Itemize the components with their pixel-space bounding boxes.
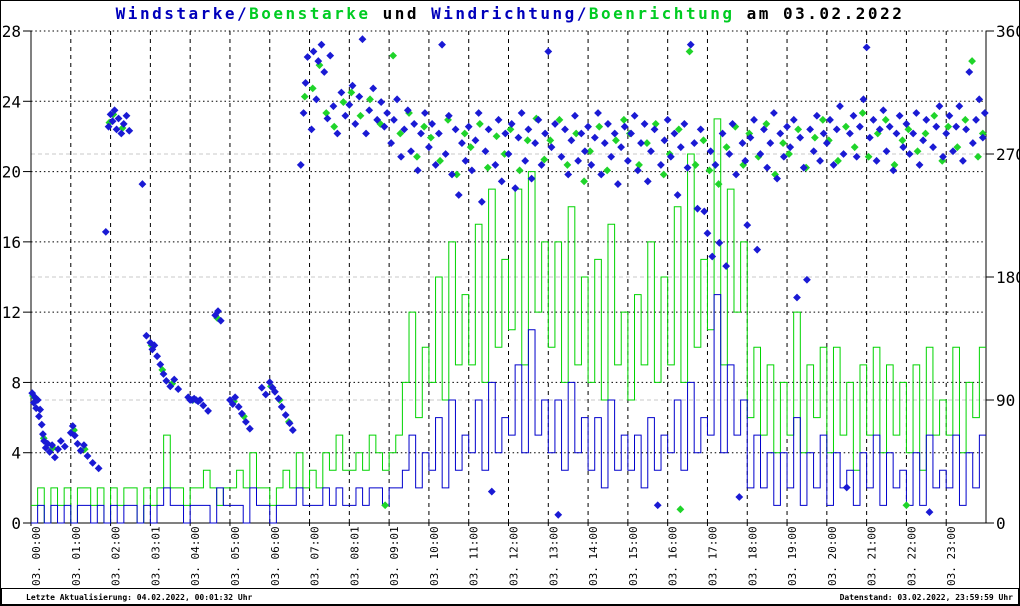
title-windrichtung: Windrichtung/ [431, 4, 589, 23]
svg-text:24: 24 [2, 92, 21, 111]
svg-text:90: 90 [996, 391, 1015, 410]
svg-text:4: 4 [11, 444, 21, 463]
svg-text:03. 07:00: 03. 07:00 [309, 526, 322, 586]
svg-text:0: 0 [996, 514, 1006, 533]
svg-text:20: 20 [2, 163, 21, 182]
svg-text:03. 01:00: 03. 01:00 [70, 526, 83, 586]
svg-text:360: 360 [996, 22, 1020, 41]
svg-text:03. 09:01: 03. 09:01 [388, 526, 401, 586]
svg-text:0: 0 [11, 514, 21, 533]
status-bar: Letzte Aktualisierung: 04.02.2022, 00:01… [1, 588, 1019, 605]
svg-text:03. 04:00: 03. 04:00 [189, 526, 202, 586]
svg-text:03. 21:00: 03. 21:00 [866, 526, 879, 586]
title-boenrichtung: Boenrichtung [588, 4, 735, 23]
data-state-text: Datenstand: 03.02.2022, 23:59:59 Uhr [839, 593, 1013, 602]
svg-text:03. 12:00: 03. 12:00 [508, 526, 521, 586]
title-windstaerke: Windstarke/ [115, 4, 250, 23]
svg-text:03. 00:00: 03. 00:00 [30, 526, 43, 586]
svg-text:180: 180 [996, 268, 1020, 287]
svg-text:03. 10:00: 03. 10:00 [428, 526, 441, 586]
svg-text:03. 18:00: 03. 18:00 [746, 526, 759, 586]
svg-text:03. 16:00: 03. 16:00 [667, 526, 680, 586]
svg-text:03. 05:00: 03. 05:00 [229, 526, 242, 586]
svg-text:03. 02:00: 03. 02:00 [110, 526, 123, 586]
last-update-text: Letzte Aktualisierung: 04.02.2022, 00:01… [26, 593, 253, 602]
svg-text:03. 11:00: 03. 11:00 [468, 526, 481, 586]
svg-text:12: 12 [2, 303, 21, 322]
svg-text:03. 23:00: 03. 23:00 [945, 526, 958, 586]
title-date: am 03.02.2022 [734, 4, 905, 23]
title-und: und [370, 4, 432, 23]
chart-title: Windstarke/Boenstarke und Windrichtung/B… [1, 4, 1019, 23]
wind-chart: 0 4 8 12 16 20 24 28 0 90 180 270 360 03. 00:00 03. 01… [2, 22, 1020, 586]
title-boenstaerke: Boenstarke [249, 4, 371, 23]
svg-text:03. 08:01: 03. 08:01 [348, 526, 361, 586]
svg-text:03. 03:01: 03. 03:01 [149, 526, 162, 586]
svg-text:28: 28 [2, 22, 21, 41]
svg-text:03. 13:00: 03. 13:00 [547, 526, 560, 586]
svg-text:03. 14:00: 03. 14:00 [587, 526, 600, 586]
svg-text:03. 17:00: 03. 17:00 [706, 526, 719, 586]
svg-text:03. 06:00: 03. 06:00 [269, 526, 282, 586]
svg-text:270: 270 [996, 145, 1020, 164]
svg-text:16: 16 [2, 233, 21, 252]
svg-text:8: 8 [11, 373, 21, 392]
svg-text:03. 22:00: 03. 22:00 [905, 526, 918, 586]
svg-text:03. 15:00: 03. 15:00 [627, 526, 640, 586]
svg-text:03. 19:00: 03. 19:00 [786, 526, 799, 586]
svg-text:03. 20:00: 03. 20:00 [826, 526, 839, 586]
